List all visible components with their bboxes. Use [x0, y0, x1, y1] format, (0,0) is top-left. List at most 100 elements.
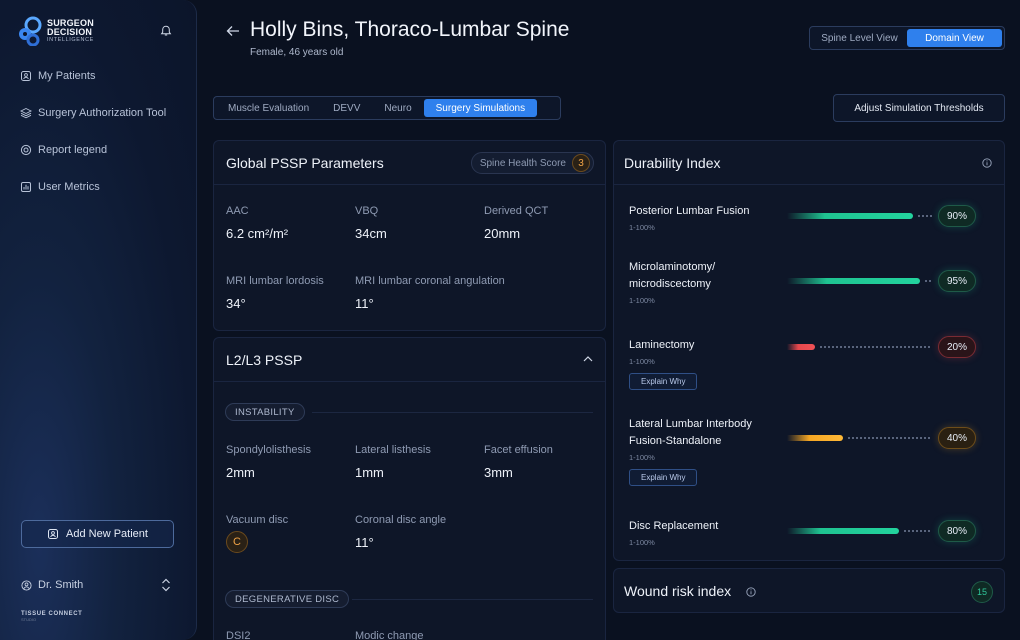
- explain-why-button[interactable]: Explain Why: [629, 469, 698, 486]
- user-name: Dr. Smith: [38, 579, 84, 591]
- spine-health-score-label: Spine Health Score: [479, 157, 566, 169]
- durability-item-name: Lateral Lumbar Interbody Fusion-Standalo…: [629, 418, 752, 447]
- param-label: Vacuum disc: [226, 514, 289, 526]
- degenerative-disc-tag: DEGENERATIVE DISC: [225, 590, 350, 608]
- l2l3-pssp-title: L2/L3 PSSP: [226, 352, 303, 368]
- param-mri-lumbar-coronal-angulation: MRI lumbar coronal angulation 11°: [355, 275, 505, 311]
- spine-health-score-value: 3: [572, 154, 590, 172]
- param-label: VBQ: [355, 205, 379, 217]
- param-value: 11°: [355, 296, 374, 311]
- durability-percent-badge: 90%: [938, 205, 976, 227]
- param-facet-effusion: Facet effusion 3mm: [484, 444, 553, 480]
- param-value: 3mm: [484, 465, 513, 480]
- sidebar: SURGEON DECISION INTELLIGENCE My Patient…: [0, 0, 197, 640]
- footer-brand-line-2: STUDIO: [21, 617, 37, 622]
- durability-item-name: Posterior Lumbar Fusion: [629, 205, 750, 217]
- info-icon[interactable]: [982, 158, 992, 168]
- view-toggle: Spine Level View Domain View: [809, 26, 1005, 50]
- durability-item-range: 1-100%: [629, 453, 655, 462]
- durability-item-range: 1-100%: [629, 538, 655, 547]
- durability-bar: [787, 277, 932, 285]
- durability-percent-badge: 80%: [938, 520, 976, 542]
- durability-item-range: 1-100%: [629, 357, 655, 366]
- param-label: Spondylolisthesis: [226, 444, 311, 456]
- logo-text: SURGEON DECISION INTELLIGENCE: [47, 18, 94, 44]
- spine-level-view-option[interactable]: Spine Level View: [821, 32, 898, 44]
- tab-neuro[interactable]: Neuro: [384, 102, 412, 114]
- param-spondylolisthesis: Spondylolisthesis 2mm: [226, 444, 311, 480]
- info-icon[interactable]: [746, 587, 756, 597]
- divider: [214, 184, 605, 185]
- page-title: Holly Bins, Thoraco-Lumbar Spine: [250, 18, 570, 41]
- spine-health-score: Spine Health Score 3: [470, 152, 594, 174]
- user-menu[interactable]: Dr. Smith: [21, 576, 171, 594]
- param-value: 20mm: [484, 226, 521, 241]
- sidebar-item-label: Surgery Authorization Tool: [38, 107, 167, 119]
- chevron-up-icon[interactable]: [583, 355, 593, 363]
- durability-index-panel: Durability Index Posterior Lumbar Fusion…: [613, 140, 1005, 561]
- sidebar-item-my-patients[interactable]: My Patients: [20, 67, 166, 85]
- global-pssp-title: Global PSSP Parameters: [226, 155, 384, 171]
- durability-bar-remainder: [847, 437, 932, 439]
- footer-brand-line-1: TISSUE CONNECT: [21, 611, 83, 617]
- durability-percent-badge: 40%: [938, 427, 976, 449]
- param-modic-change: Modic change: [355, 630, 424, 640]
- instability-tag: INSTABILITY: [225, 403, 305, 421]
- tab-devv[interactable]: DEVV: [333, 102, 361, 114]
- param-value: 2mm: [226, 465, 255, 480]
- durability-item-name: Laminectomy: [629, 339, 695, 351]
- tab-bar: Muscle Evaluation DEVV Neuro Surgery Sim…: [213, 96, 561, 120]
- tab-muscle-evaluation[interactable]: Muscle Evaluation: [228, 102, 310, 114]
- durability-bar: [787, 434, 932, 442]
- durability-bar-remainder: [924, 280, 932, 282]
- durability-bar: [787, 212, 932, 220]
- explain-why-button[interactable]: Explain Why: [629, 373, 698, 390]
- back-arrow-icon[interactable]: [226, 25, 240, 37]
- adjust-simulation-thresholds-button[interactable]: Adjust Simulation Thresholds: [833, 94, 1005, 122]
- durability-bar: [787, 343, 932, 351]
- durability-item-range: 1-100%: [629, 296, 655, 305]
- logo-line-3: INTELLIGENCE: [47, 36, 94, 43]
- target-icon: [20, 144, 32, 156]
- param-value: 34°: [226, 296, 246, 311]
- add-new-patient-button[interactable]: Add New Patient: [21, 520, 174, 548]
- domain-view-option[interactable]: Domain View: [907, 29, 1002, 47]
- logo-mark-icon: [19, 16, 42, 46]
- sidebar-item-surgery-authorization[interactable]: Surgery Authorization Tool: [20, 104, 166, 122]
- chevron-up-down-icon[interactable]: [161, 577, 171, 593]
- bell-icon[interactable]: [160, 25, 172, 37]
- sidebar-item-label: User Metrics: [38, 181, 100, 193]
- section-divider: [352, 599, 593, 600]
- vacuum-disc-grade-badge: C: [226, 531, 248, 553]
- durability-item: Laminectomy 1-100% Explain Why: [629, 337, 999, 390]
- add-new-patient-label: Add New Patient: [66, 528, 148, 540]
- param-label: DSI2: [226, 630, 251, 640]
- durability-bar-fill: [787, 344, 815, 350]
- param-value: 6.2 cm²/m²: [226, 226, 289, 241]
- param-label: MRI lumbar coronal angulation: [355, 275, 505, 287]
- sidebar-item-user-metrics[interactable]: User Metrics: [20, 178, 166, 196]
- durability-bar-remainder: [819, 346, 932, 348]
- param-value: 1mm: [355, 465, 384, 480]
- param-label: Modic change: [355, 630, 424, 640]
- logo[interactable]: SURGEON DECISION INTELLIGENCE: [16, 16, 94, 46]
- l2l3-pssp-panel: L2/L3 PSSP INSTABILITY Spondylolisthesis…: [213, 337, 606, 640]
- wound-risk-panel: Wound risk index 15: [613, 568, 1005, 613]
- param-dsi2: DSI2: [226, 630, 250, 640]
- sidebar-item-label: Report legend: [38, 144, 108, 156]
- logo-line-2: DECISION: [47, 26, 93, 37]
- durability-item: Microlaminotomy/ microdiscectomy 1-100%: [629, 259, 999, 305]
- durability-percent-badge: 95%: [938, 270, 976, 292]
- durability-item: Lateral Lumbar Interbody Fusion-Standalo…: [629, 416, 999, 486]
- durability-bar-fill: [787, 213, 913, 219]
- sidebar-item-label: My Patients: [38, 70, 96, 82]
- param-aac: AAC 6.2 cm²/m²: [226, 205, 288, 241]
- sidebar-item-report-legend[interactable]: Report legend: [20, 141, 166, 159]
- param-coronal-disc-angle: Coronal disc angle 11°: [355, 514, 446, 550]
- wound-risk-value: 15: [971, 581, 993, 603]
- param-label: AAC: [226, 205, 249, 217]
- param-label: MRI lumbar lordosis: [226, 275, 324, 287]
- param-value: 34cm: [355, 226, 387, 241]
- tab-surgery-simulations[interactable]: Surgery Simulations: [423, 99, 538, 117]
